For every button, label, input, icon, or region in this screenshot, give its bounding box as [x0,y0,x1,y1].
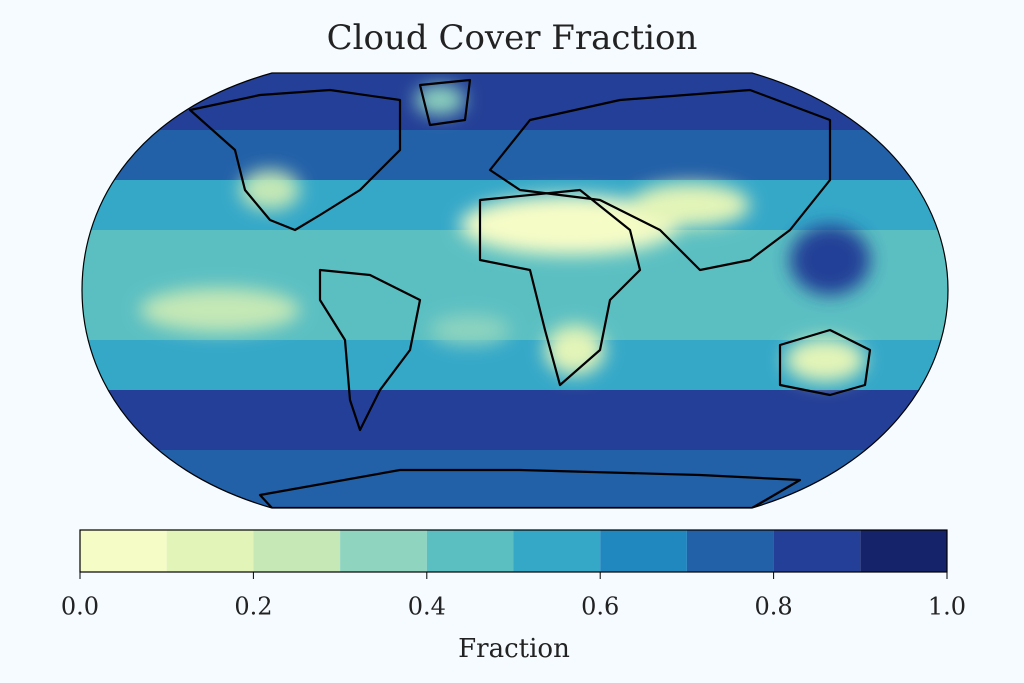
tick-label: 1.0 [928,593,966,621]
colorbar-segment [253,530,341,572]
colorbar: 0.0 0.2 0.4 0.6 0.8 1.0 [61,529,966,621]
tick-label: 0.6 [581,593,619,621]
tick-label: 0.0 [61,593,99,621]
colorbar-label: Fraction [458,634,570,664]
tick-label: 0.2 [234,593,272,621]
colorbar-segment [600,530,687,572]
tick-label: 0.4 [408,593,446,621]
colorbar-segment [513,530,601,572]
map-field [82,73,948,508]
colorbar-frame [79,529,948,573]
colorbar-segment [860,530,947,572]
colorbar-segment [340,530,427,572]
map-outline [81,72,949,509]
colorbar-segment [426,530,514,572]
colorbar-segment [80,530,167,572]
colorbar-segment [166,530,254,572]
chart-title: Cloud Cover Fraction [327,18,698,58]
colorbar-segment [773,530,861,572]
tick-label: 0.8 [755,593,793,621]
colorbar-segment [686,530,774,572]
